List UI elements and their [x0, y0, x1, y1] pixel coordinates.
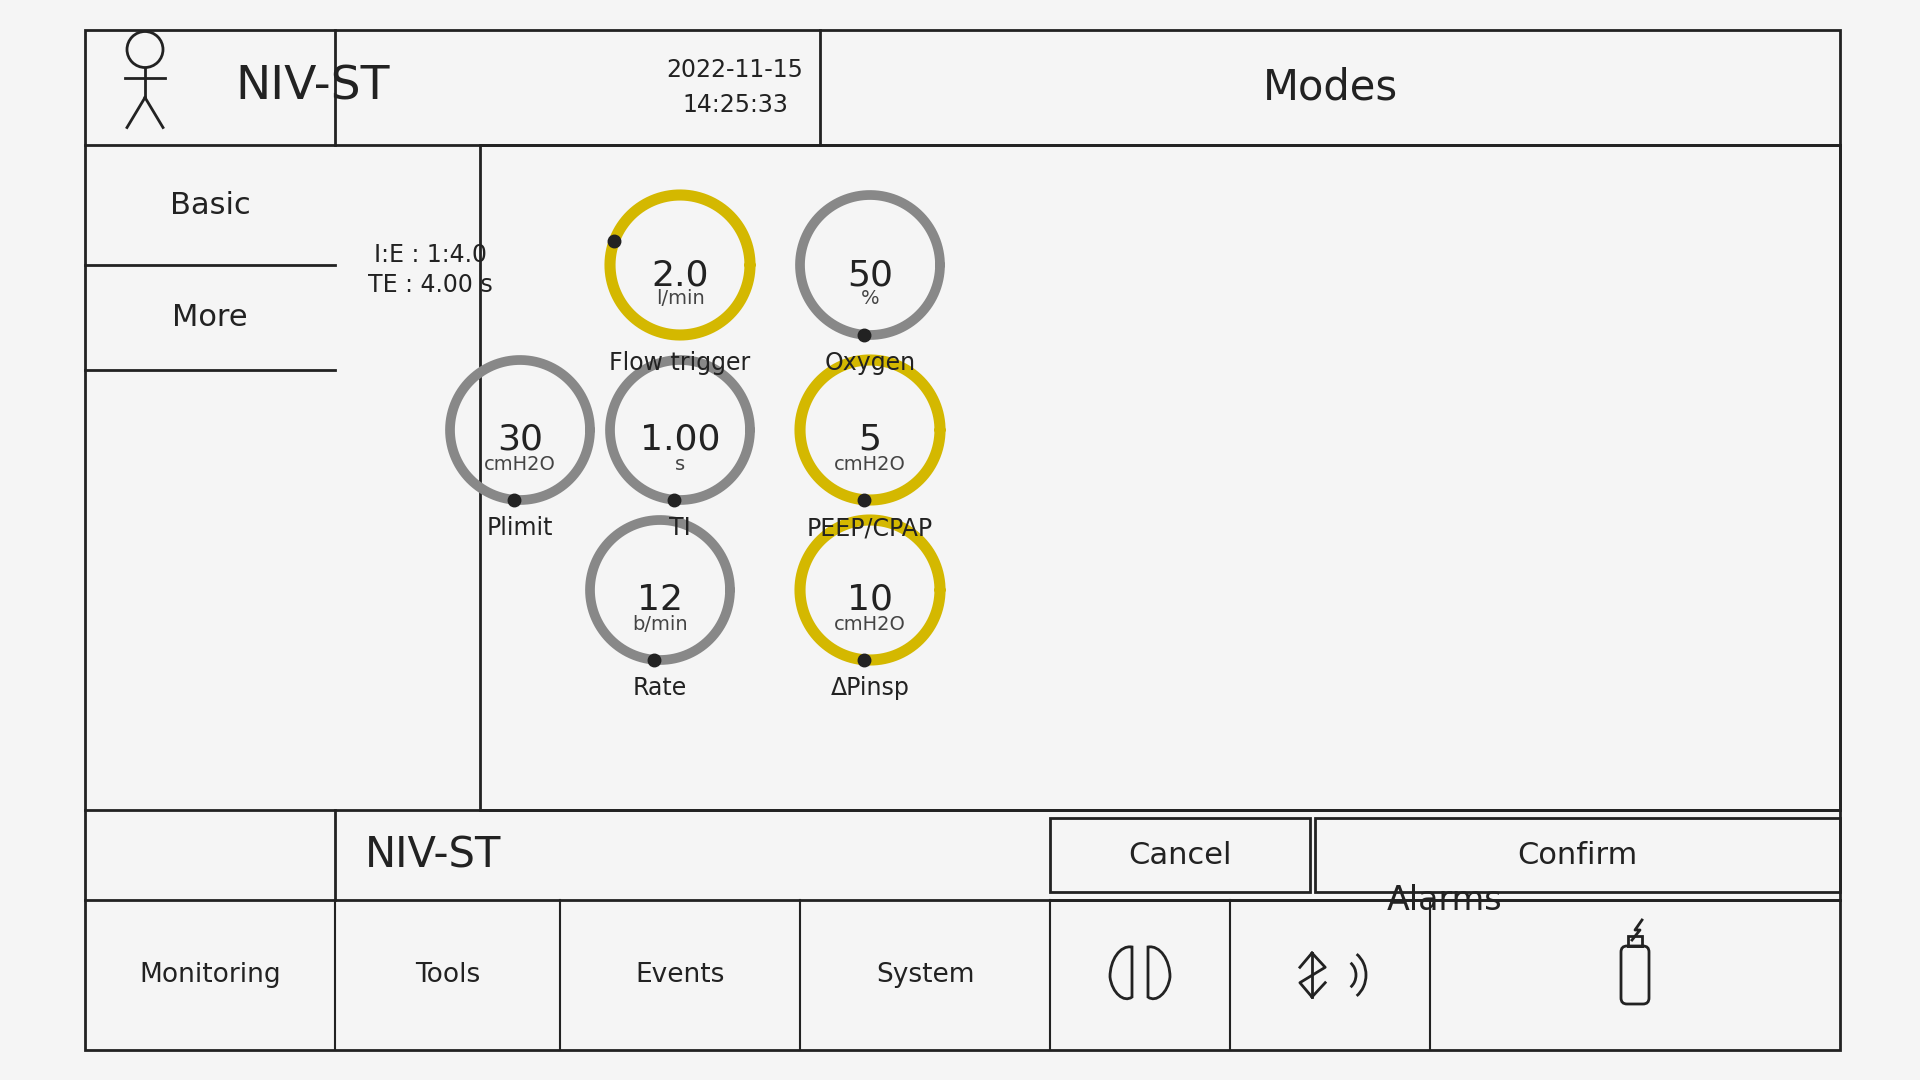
- Text: Flow trigger: Flow trigger: [609, 351, 751, 375]
- Text: Events: Events: [636, 962, 724, 988]
- Text: Modes: Modes: [1263, 67, 1398, 108]
- Text: 12: 12: [637, 583, 684, 617]
- Text: 10: 10: [847, 583, 893, 617]
- Text: cmH2O: cmH2O: [484, 455, 557, 473]
- Text: Monitoring: Monitoring: [138, 962, 280, 988]
- Text: NIV-ST: NIV-ST: [365, 834, 501, 876]
- Text: 2022-11-15
14:25:33: 2022-11-15 14:25:33: [666, 58, 803, 118]
- Text: %: %: [860, 289, 879, 309]
- Text: PEEP/CPAP: PEEP/CPAP: [806, 516, 933, 540]
- Text: I:E : 1:4.0: I:E : 1:4.0: [374, 243, 486, 267]
- Text: Basic: Basic: [169, 190, 250, 219]
- Text: Cancel: Cancel: [1129, 840, 1233, 869]
- Text: TI: TI: [670, 516, 691, 540]
- Text: Oxygen: Oxygen: [824, 351, 916, 375]
- Text: TE : 4.00 s: TE : 4.00 s: [367, 273, 492, 297]
- Bar: [480, 145, 1839, 810]
- Text: s: s: [676, 455, 685, 473]
- Text: cmH2O: cmH2O: [833, 455, 906, 473]
- Text: 5: 5: [858, 423, 881, 457]
- Bar: [1315, 818, 1839, 892]
- Text: More: More: [173, 303, 248, 332]
- Text: 50: 50: [847, 258, 893, 292]
- Text: Plimit: Plimit: [488, 516, 553, 540]
- Text: Confirm: Confirm: [1517, 840, 1638, 869]
- Text: 30: 30: [497, 423, 543, 457]
- Text: 2.0: 2.0: [651, 258, 708, 292]
- Text: System: System: [876, 962, 973, 988]
- Text: 1.00: 1.00: [639, 423, 720, 457]
- Text: Rate: Rate: [634, 676, 687, 700]
- Bar: [1628, 936, 1642, 946]
- Text: ΔPinsp: ΔPinsp: [831, 676, 910, 700]
- Text: Alarms: Alarms: [1386, 883, 1503, 917]
- Text: b/min: b/min: [632, 615, 687, 634]
- Bar: [1050, 818, 1309, 892]
- Text: Tools: Tools: [415, 962, 480, 988]
- Text: NIV-ST: NIV-ST: [234, 65, 390, 110]
- Text: cmH2O: cmH2O: [833, 615, 906, 634]
- Text: l/min: l/min: [655, 289, 705, 309]
